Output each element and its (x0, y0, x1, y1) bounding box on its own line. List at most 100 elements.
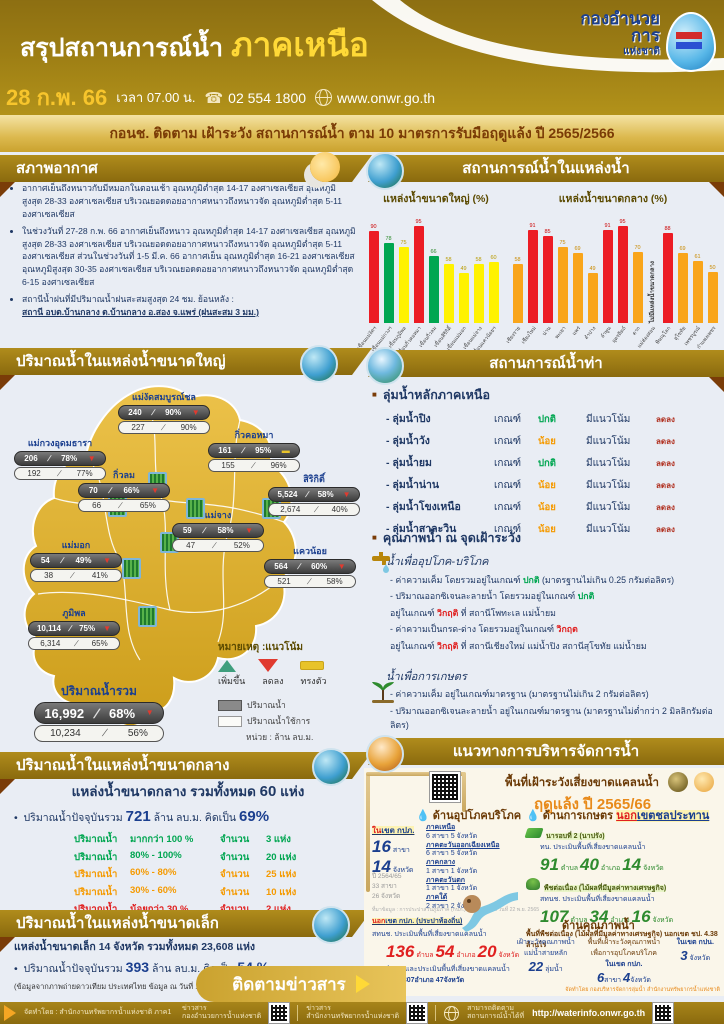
bar-เขื่อนกิ่วลม: 66 เขื่อนกิ่วลม (418, 248, 439, 349)
chart-group1-title: แหล่งน้ำขนาดใหญ่ (%) (383, 193, 489, 205)
rain-station-line: สถานี อบต.บ้านกลาง ต.บ้านกลาง อ.สอง จ.แพ… (22, 307, 260, 318)
pwa-source-note: ที่มาข้อมูล : การประปาส่วนภูมิภาค (กปภ.)… (372, 907, 540, 913)
bar-พะเยา: 75 พะเยา (553, 239, 568, 341)
qr-code-onwr[interactable] (406, 1002, 429, 1024)
bar-แม่ฮ่องสอน: ไม่มีแหล่งน้ำขนาดกลาง แม่ฮ่องสอน (636, 261, 658, 350)
agri-quality-line: - ปริมาณออกซิเจนละลายน้ำ อยู่ในเกณฑ์มาตร… (390, 705, 713, 730)
waterinfo-link[interactable]: http://waterinfo.onwr.go.th (532, 1008, 646, 1018)
usable-volume-swatch (218, 715, 242, 727)
title-region: ภาคเหนือ (231, 26, 369, 63)
basin-row: - ลุ่มน้ำโขงเหนือ เกณฑ์ น้อย มีแนวโน้ม ลดลง (386, 501, 675, 513)
quality-line: - ปริมาณออกซิเจนละลายน้ำ โดยรวมอยู่ในเกณ… (390, 591, 595, 601)
onwr-logo: กองอำนวยการ แห่งชาติ (552, 10, 716, 74)
bar-เขื่อนแควน้อยฯ: 60 เขื่อนแควน้อยฯ (472, 254, 499, 357)
emblem-icon (668, 772, 688, 792)
fruit-stats: 107 ตำบล 34 อำเภอ 16 จังหวัด (540, 907, 674, 926)
made-by-label: จัดทำโดย : สำนักงานทรัพยากรน้ำแห่งชาติ ภ… (24, 1008, 172, 1016)
medium-row: ปริมาณน้ำ 30% - 60% จำนวน 10 แห่ง (74, 884, 297, 898)
medium-row: ปริมาณน้ำ น้อยกว่า 30 % จำนวน 2 แห่ง (74, 904, 291, 915)
play-arrow-icon (355, 975, 370, 993)
trend-down-icon: ▼ (145, 708, 154, 717)
trend-down-icon: ▼ (337, 561, 346, 571)
dam-badge-maengat: แม่งัดสมบูรณ์ชล 240/90% ▼ 227/90% (118, 390, 210, 434)
dam-badge-kiulom: กิ่วลม 70/66% ▼ 66/65% (78, 468, 170, 512)
rain-station-intro: สถานีน้ำฝนที่มีปริมาณน้ำฝนสะสมสูงสุด 24 … (22, 294, 234, 305)
basin-row: - ลุ่มน้ำยม เกณฑ์ ปกติ มีแนวโน้ม ลดลง (386, 457, 675, 469)
phone-number: 02 554 1800 (228, 89, 307, 106)
bar-กำแพงเพชร: 50 กำแพงเพชร (696, 265, 718, 351)
management-qr-code[interactable] (429, 771, 461, 803)
water-source-chart: แหล่งน้ำขนาดใหญ่ (%) แหล่งน้ำขนาดกลาง (%… (356, 190, 720, 357)
water-drop-logo-icon (666, 12, 716, 72)
weather-bullet: อากาศเย็นถึงหนาวกับมีหมอกในตอนเช้า อุณหภ… (22, 182, 356, 221)
volume-legend: ปริมาณน้ำ ปริมาณน้ำใช้การ หน่วย : ล้าน ล… (218, 698, 313, 744)
website-url[interactable]: www.onwr.go.th (337, 89, 436, 106)
trend-down-icon: ▼ (245, 525, 254, 535)
trend-down-icon (258, 659, 278, 672)
faucet-icon (372, 552, 390, 573)
dam-badge-maemok: แม่มอก 54/49% ▼ 38/41% (30, 538, 122, 582)
region-row: ภาคเหนือ 6 สาขา 5 จังหวัด (426, 824, 478, 840)
region-row: ภาคตะวันตก 1 สาขา 1 จังหวัด (426, 876, 478, 893)
sources-fold (709, 182, 724, 197)
website-block[interactable]: www.onwr.go.th (315, 89, 435, 106)
river-body: ลุ่มน้ำหลักภาคเหนือ - ลุ่มน้ำปิงเกณฑ์ปกต… (372, 385, 720, 537)
region-row: ภาคกลาง 1 สาขา 1 จังหวัด (426, 859, 478, 875)
dam-badge-bhumibol: ภูมิพล 10,114/75% ▼ 6,314/65% (28, 606, 120, 650)
quality-line: - ค่าความเป็นกรด-ด่าง โดยรวมอยู่ในเกณฑ์ … (390, 624, 578, 634)
qr2-label: ข่าวสาร สำนักงานทรัพยากรน้ำแห่งชาติ (306, 1004, 400, 1020)
bar-เขื่อนแม่กวงฯ: 78 เขื่อนแม่กวงฯ (369, 236, 394, 354)
small-sources-fold (0, 937, 15, 952)
region-breakdown: ภาคเหนือ 6 สาขา 5 จังหวัด ภาคตะวันออกเฉียง… (426, 824, 518, 912)
qr-code-onwc[interactable] (268, 1002, 291, 1024)
consumption-lines: - ค่าความเค็ม โดยรวมอยู่ในเกณฑ์ ปกติ (มา… (372, 573, 720, 653)
quality-title: คุณภาพน้ำ ณ จุดเฝ้าระวัง (372, 528, 720, 548)
dry-season-label: ฤดูแล้ง ปี 2565/66 (534, 796, 652, 813)
globe-icon (315, 89, 333, 106)
weather-title: สภาพอากาศ (16, 160, 98, 177)
people-icon (366, 735, 404, 773)
quality-line: อยู่ในเกณฑ์ วิกฤติ ที่ สถานีโพทะเล แม่น้… (390, 607, 556, 618)
rice-stats: 91 ตำบล 40 อำเภอ 14 จังหวัด (540, 855, 664, 874)
in-pwa-stats: 16 สาขา 14 จังหวัด (372, 837, 414, 876)
dam-badge-maekuang: แม่กวงอุดมธารา 206/78% ▼ 192/77% (14, 436, 106, 480)
basin-row: - ลุ่มน้ำวัง เกณฑ์ น้อย มีแนวโน้ม ลดลง (386, 435, 675, 447)
quality-body: คุณภาพน้ำ ณ จุดเฝ้าระวัง น้ำเพื่ออุปโภค-… (372, 528, 720, 732)
section-header-sources: สถานการณ์น้ำในแหล่งน้ำ (368, 155, 724, 182)
basin-row: - ลุ่มน้ำปิง เกณฑ์ ปกติ มีแนวโน้ม ลดลง (386, 413, 675, 425)
trend-steady-icon: ▬ (281, 445, 290, 455)
qr1-label: ข่าวสาร กองอำนวยการน้ำแห่งชาติ (182, 1004, 262, 1020)
report-date: 28 ก.พ. 66 (6, 85, 108, 110)
agri-quality-line: - ค่าความเค็ม อยู่ในเกณฑ์มาตรฐาน (มาตรฐา… (390, 689, 649, 699)
bar-เขื่อนแม่งัดฯ: 90 เขื่อนแม่งัดฯ (356, 224, 379, 352)
weather-bullet: ในช่วงวันที่ 27-28 ก.พ. 66 อากาศเย็นถึงห… (22, 225, 356, 289)
consumption-domain-title: 💧 ด้านอุปโภคบริโภค (416, 810, 522, 822)
weather-body: อากาศเย็นถึงหนาวกับมีหมอกในตอนเช้า อุณหภ… (8, 182, 356, 323)
medium-row: ปริมาณน้ำ มากกว่า 100 % จำนวน 3 แห่ง (74, 834, 291, 845)
report-time: เวลา 07.00 น. (116, 90, 196, 105)
section-header-small-sources: ปริมาณน้ำในแหล่งน้ำขนาดเล็ก (0, 910, 372, 937)
bar-เชียงราย: 58 เชียงราย (505, 256, 523, 345)
out-pwa-stats: 136 ตำบล 54 อำเภอ 20 จังหวัด (386, 942, 520, 961)
trend-steady-icon (300, 661, 324, 670)
bar-เขื่อนภูมิพล: 75 เขื่อนภูมิพล (387, 239, 409, 350)
section-header-medium-sources: ปริมาณน้ำในแหล่งน้ำขนาดกลาง (0, 752, 372, 779)
bar-เพชรบูรณ์: 61 เพชรบูรณ์ (683, 253, 703, 347)
earth-icon (312, 748, 350, 786)
section-header-river: สถานการณ์น้ำท่า (368, 350, 724, 377)
water-quality-block: ด้านคุณภาพน้ำ เฝ้าระวังคุณภาพน้ำ แม่น้ำส… (516, 920, 714, 985)
weather-fold (0, 182, 15, 197)
page-header: สรุปสถานการณ์น้ำ ภาคเหนือ 28 ก.พ. 66 เวลา… (0, 0, 724, 115)
follow-news-ribbon[interactable]: ติดตามข่าวสาร (196, 966, 406, 1002)
agriculture-quality-title: น้ำเพื่อการเกษตร (386, 670, 467, 683)
qr-code-waterinfo[interactable] (652, 1002, 675, 1024)
earth-icon (312, 906, 350, 944)
basin-row: - ลุ่มน้ำน่าน เกณฑ์ น้อย มีแนวโน้ม ลดลง (386, 479, 675, 491)
track-label: สามารถติดตาม สถานการณ์น้ำได้ที่ (467, 1004, 525, 1020)
bar-ลำพูน: 91 ลำพูน (599, 223, 613, 340)
sun-cloud-icon (310, 152, 340, 182)
small-sources-title: ปริมาณน้ำในแหล่งน้ำขนาดเล็ก (16, 915, 219, 932)
large-sources-fold (0, 375, 15, 390)
medium-row: ปริมาณน้ำ 60% - 80% จำนวน 25 แห่ง (74, 867, 297, 880)
chart-group-large: 90 เขื่อนแม่งัดฯ 78 เขื่อนแม่กวงฯ 75 เขื่อนภู… (356, 211, 501, 357)
